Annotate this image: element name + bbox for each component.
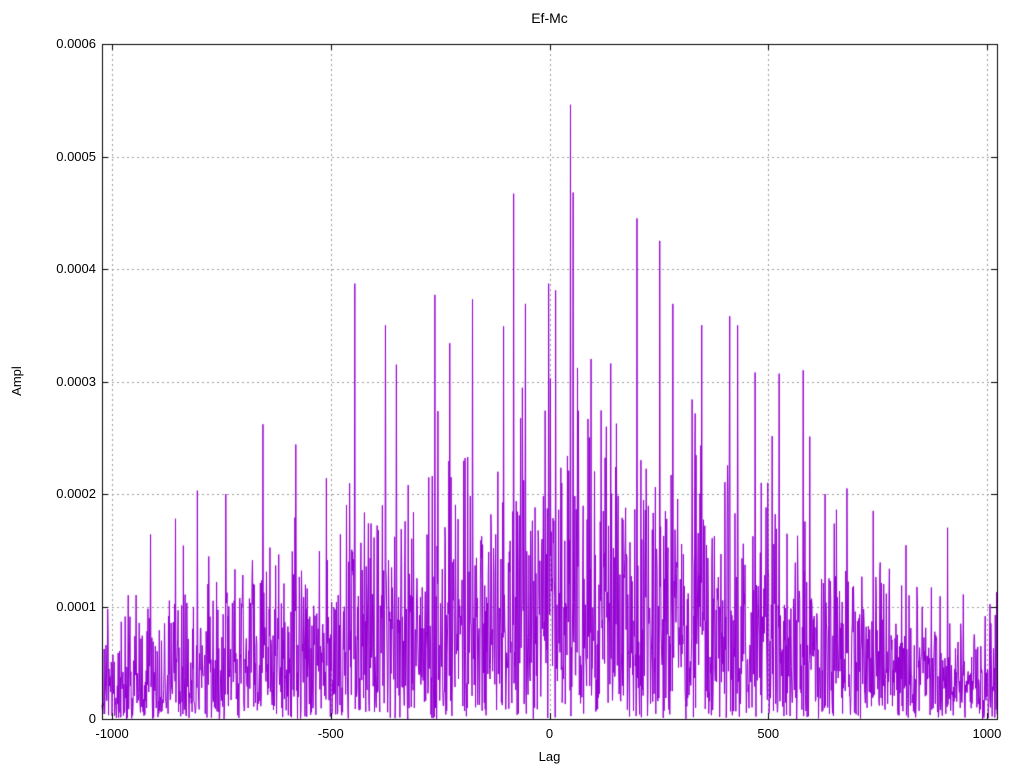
x-tick-label: 0 [545,726,554,741]
y-tick-label: 0.0004 [56,261,96,276]
chart-title: Ef-Mc [531,10,568,26]
y-tick-label: 0.0001 [56,598,96,614]
y-tick-label: 0 [88,711,96,726]
y-tick-label: 0.0002 [56,486,96,501]
y-tick-label: 0.0003 [56,373,96,389]
x-tick-label: 1000 [972,726,1002,741]
y-tick-label: 0.0006 [56,36,96,51]
x-axis-label: Lag [538,749,561,764]
y-tick-label: 0.0005 [56,148,96,164]
x-tick-label: -500 [317,726,344,741]
x-tick-label: -1000 [95,726,129,741]
x-tick-label: 500 [757,726,780,741]
